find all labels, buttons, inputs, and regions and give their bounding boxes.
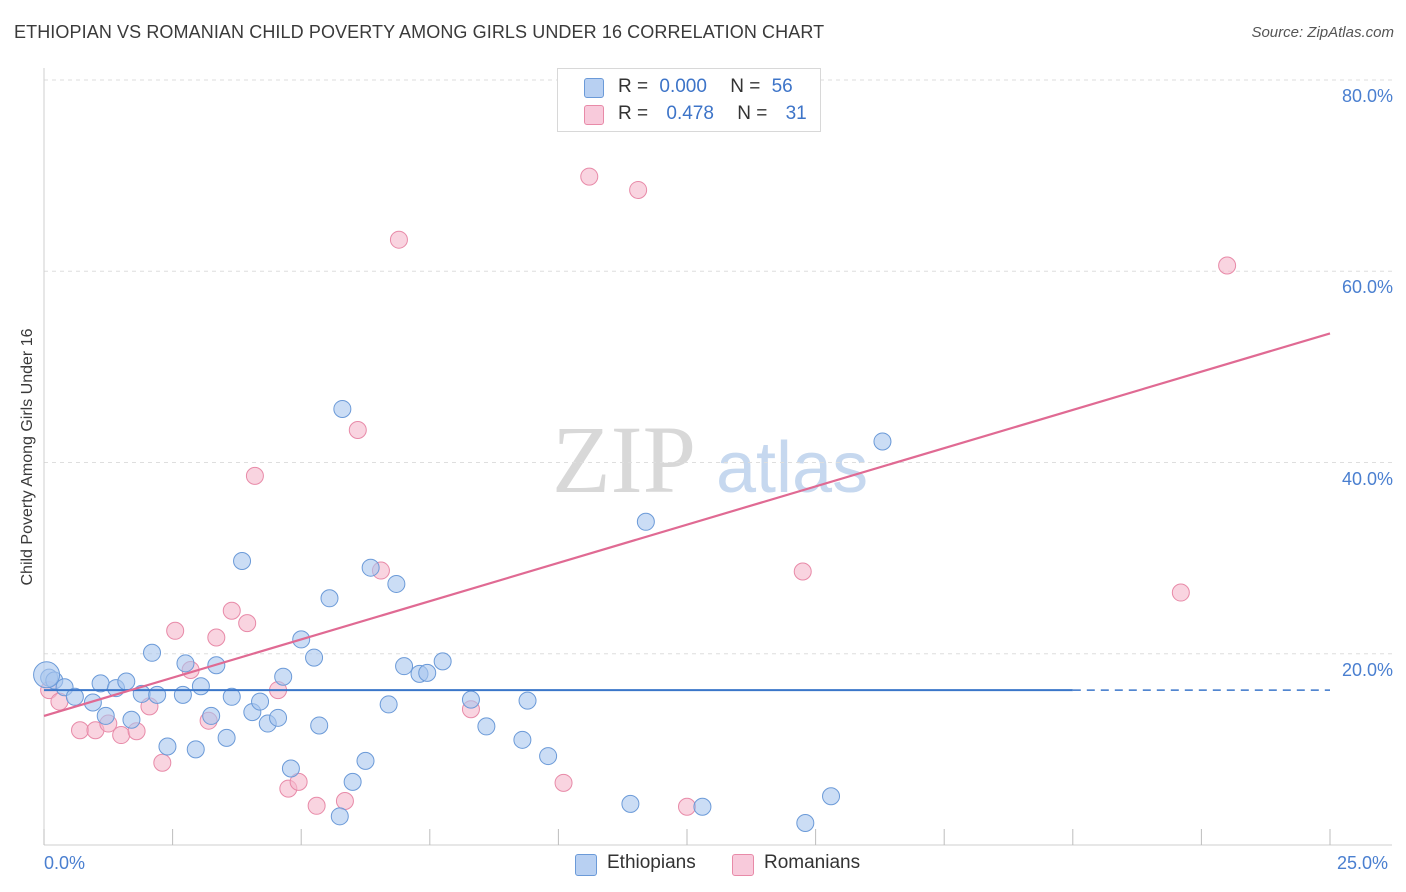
data-point-ethiopians: [822, 787, 841, 806]
legend-r-value-ethiopians: 0.000: [659, 76, 707, 97]
data-point-ethiopians: [796, 814, 815, 833]
data-point-ethiopians: [148, 685, 167, 704]
legend-swatch-romanians: [584, 105, 604, 125]
x-tick-label-min: 0.0%: [44, 853, 86, 873]
legend-swatch-romanians: [732, 854, 754, 876]
data-point-romanians: [793, 562, 812, 581]
y-tick-label: 20.0%: [1341, 659, 1393, 680]
source-label: Source: ZipAtlas.com: [1251, 24, 1394, 41]
data-point-romanians: [629, 180, 648, 199]
data-point-romanians: [245, 466, 264, 485]
data-point-romanians: [289, 772, 308, 791]
data-point-romanians: [222, 601, 241, 620]
data-point-ethiopians: [233, 551, 252, 570]
data-point-ethiopians: [222, 687, 241, 706]
data-point-romanians: [678, 797, 696, 816]
data-point-romanians: [71, 721, 90, 740]
data-point-romanians: [1218, 256, 1237, 275]
legend-n-value-ethiopians: 56: [771, 76, 793, 97]
x-tick-label-max: 25.0%: [1337, 853, 1389, 873]
data-point-ethiopians: [518, 691, 537, 710]
data-point-ethiopians: [333, 399, 352, 418]
data-point-ethiopians: [274, 667, 293, 686]
data-point-ethiopians: [395, 657, 414, 676]
data-point-ethiopians: [143, 643, 162, 662]
legend-r-label: R =: [618, 103, 649, 124]
data-point-ethiopians: [387, 574, 406, 593]
legend-label-romanians: Romanians: [764, 852, 861, 873]
data-point-ethiopians: [343, 772, 362, 791]
data-point-romanians: [153, 753, 172, 772]
legend-n-label: N =: [730, 76, 761, 97]
data-point-ethiopians: [202, 706, 221, 725]
data-point-romanians: [166, 621, 185, 640]
data-point-romanians: [335, 792, 354, 811]
series-legend: Ethiopians Romanians: [0, 852, 1406, 876]
data-point-ethiopians: [251, 692, 270, 711]
data-point-romanians: [1171, 583, 1190, 602]
data-point-ethiopians: [33, 661, 61, 689]
watermark-atlas: atlas: [716, 428, 868, 508]
data-point-romanians: [580, 167, 599, 186]
legend-swatch-ethiopians: [575, 854, 597, 876]
data-point-ethiopians: [477, 717, 496, 736]
data-point-ethiopians: [96, 706, 115, 725]
data-point-ethiopians: [873, 432, 892, 451]
chart-title: ETHIOPIAN VS ROMANIAN CHILD POVERTY AMON…: [14, 22, 825, 42]
legend-swatch-ethiopians: [584, 78, 604, 98]
data-point-ethiopians: [320, 589, 339, 608]
data-point-ethiopians: [217, 728, 236, 747]
data-point-ethiopians: [117, 672, 136, 691]
legend-r-label: R =: [618, 76, 649, 97]
data-point-romanians: [238, 614, 257, 633]
data-point-ethiopians: [305, 648, 324, 667]
data-point-ethiopians: [418, 663, 437, 682]
data-point-ethiopians: [269, 708, 288, 727]
data-point-ethiopians: [361, 558, 380, 577]
data-point-ethiopians: [433, 652, 452, 671]
data-point-ethiopians: [693, 797, 712, 816]
data-point-ethiopians: [176, 654, 195, 673]
data-point-romanians: [307, 796, 326, 815]
data-point-romanians: [554, 773, 573, 792]
data-point-ethiopians: [330, 807, 349, 826]
data-point-ethiopians: [379, 695, 398, 714]
legend-n-value-romanians: 31: [785, 103, 807, 124]
data-point-romanians: [389, 230, 408, 249]
y-tick-label: 80.0%: [1341, 86, 1393, 106]
data-point-ethiopians: [356, 751, 375, 770]
data-point-romanians: [112, 726, 131, 745]
y-tick-label: 40.0%: [1341, 468, 1393, 489]
data-point-ethiopians: [173, 685, 192, 704]
trendline-romanians: [43, 332, 1331, 717]
data-point-ethiopians: [122, 710, 141, 729]
data-point-romanians: [348, 420, 367, 439]
correlation-legend: R = 0.000 N = 56 R = 0.478 N = 31: [557, 68, 821, 132]
data-point-ethiopians: [191, 677, 210, 696]
data-point-ethiopians: [281, 759, 300, 778]
data-point-ethiopians: [65, 687, 84, 706]
data-point-ethiopians: [636, 512, 655, 531]
watermark-zip: ZIP: [552, 406, 696, 513]
data-point-ethiopians: [461, 690, 480, 709]
legend-label-ethiopians: Ethiopians: [607, 852, 696, 873]
data-point-ethiopians: [158, 737, 177, 756]
legend-r-value-romanians: 0.478: [666, 103, 714, 124]
legend-n-label: N =: [737, 103, 768, 124]
data-point-ethiopians: [186, 740, 205, 759]
data-point-romanians: [207, 628, 226, 647]
data-point-ethiopians: [310, 716, 329, 735]
y-tick-label: 60.0%: [1341, 277, 1393, 298]
data-point-ethiopians: [513, 730, 532, 749]
data-point-ethiopians: [539, 747, 558, 766]
data-point-ethiopians: [621, 794, 640, 813]
